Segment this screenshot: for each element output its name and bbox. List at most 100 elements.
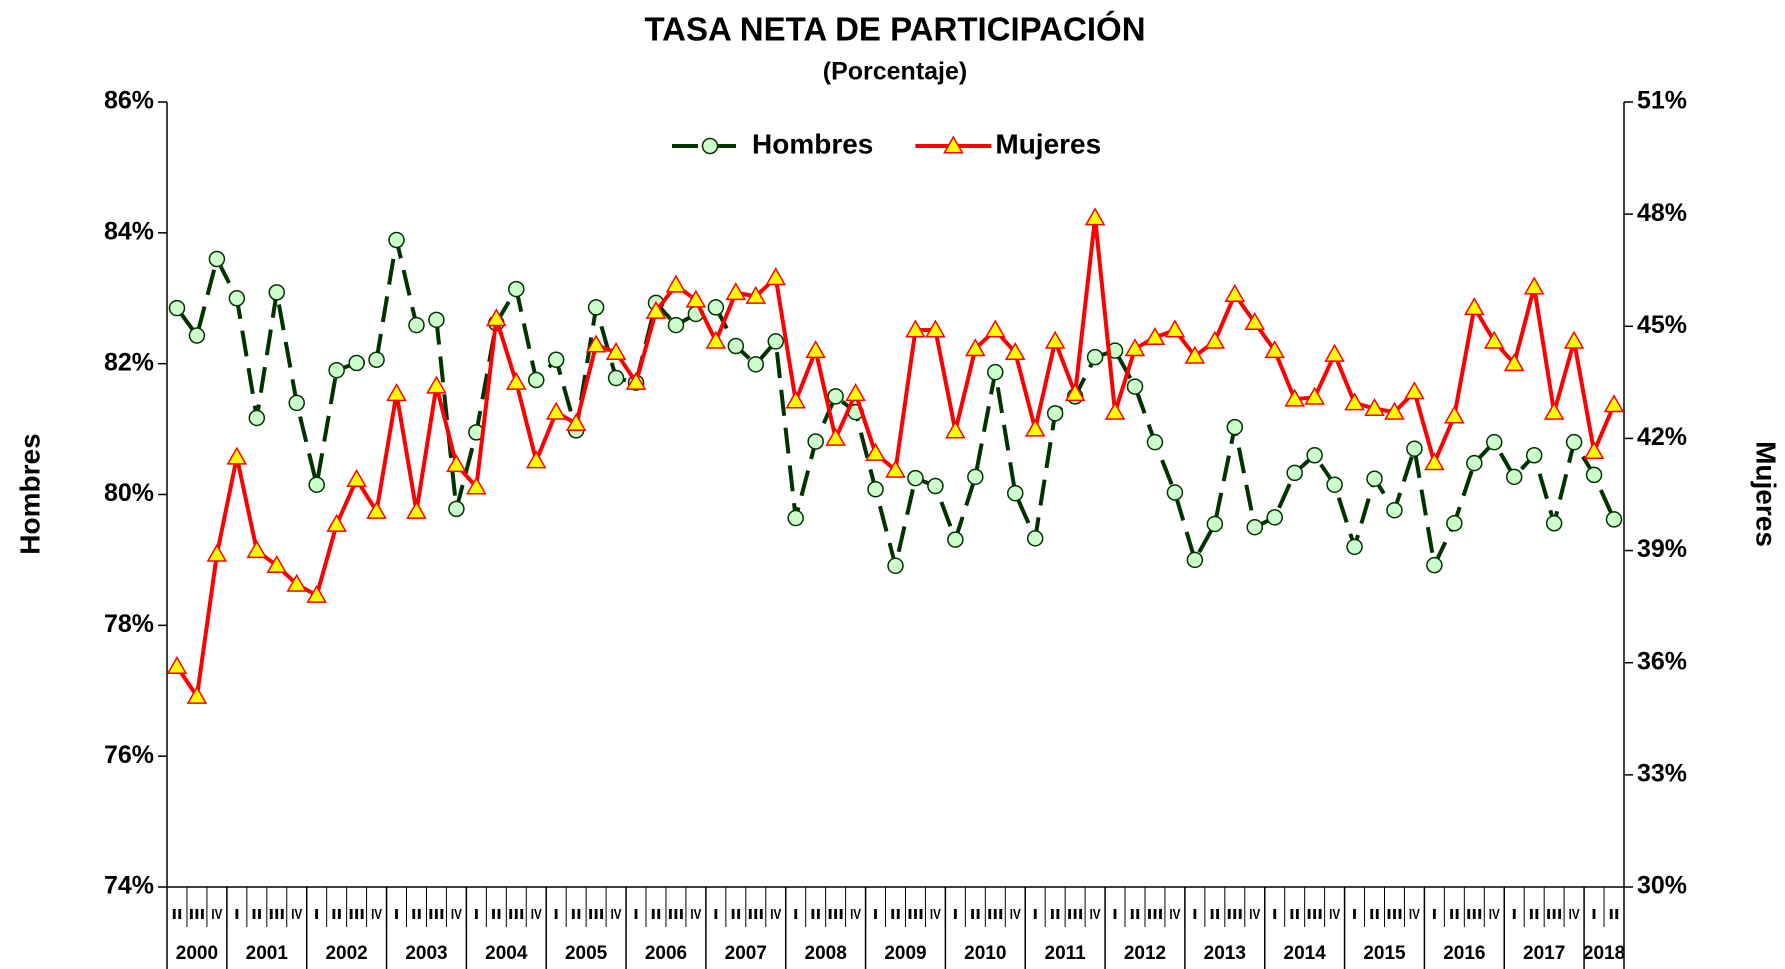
data-point [805, 340, 826, 359]
data-point [368, 351, 385, 368]
y-tick-label: 80% [104, 479, 154, 507]
data-point [1426, 556, 1443, 574]
data-point [428, 311, 445, 329]
data-point [747, 356, 765, 373]
data-point [545, 401, 567, 420]
data-point [466, 476, 487, 495]
year-label: 2011 [1045, 943, 1087, 964]
year-label: 2007 [725, 943, 767, 964]
y2-tick-label: 48% [1637, 199, 1687, 227]
data-point [845, 383, 866, 402]
x-tick-label: II [1209, 906, 1220, 923]
x-tick-label: I [1272, 906, 1278, 923]
data-point [1324, 343, 1345, 362]
data-point [785, 390, 806, 409]
x-tick-label: II [1369, 906, 1380, 923]
data-point [346, 469, 367, 488]
data-point [905, 319, 926, 338]
y2-tick-label: 51% [1637, 87, 1687, 115]
data-point [1007, 484, 1024, 502]
data-point [547, 351, 565, 368]
y2-tick-label: 42% [1637, 423, 1687, 451]
data-point [1184, 345, 1206, 364]
x-tick-label: IV [1489, 906, 1500, 923]
x-tick-label: III [269, 906, 286, 923]
data-point [1144, 326, 1166, 345]
x-tick-label: II [1050, 906, 1061, 923]
x-tick-label: IV [930, 906, 941, 923]
y2-tick-label: 45% [1637, 311, 1687, 339]
data-point [1366, 470, 1383, 488]
year-label: 2002 [325, 943, 367, 964]
data-point [386, 383, 407, 402]
data-point [1444, 405, 1465, 424]
data-point [885, 459, 906, 478]
data-point [1384, 401, 1405, 420]
data-point [1086, 348, 1104, 366]
data-point [667, 316, 685, 334]
x-tick-label: I [553, 906, 559, 923]
data-point [306, 584, 327, 603]
data-point [825, 427, 846, 446]
x-tick-label: IV [1569, 906, 1580, 923]
data-point [867, 481, 884, 498]
x-tick-label: I [314, 906, 320, 923]
data-point [1583, 441, 1605, 460]
data-point [1565, 433, 1583, 451]
data-point [1304, 386, 1325, 405]
x-tick-label: II [810, 906, 821, 923]
year-label: 2000 [176, 943, 218, 964]
data-point [168, 299, 186, 317]
x-tick-label: III [348, 906, 365, 923]
data-point [1064, 383, 1086, 402]
data-point [787, 509, 804, 527]
data-point [446, 454, 467, 473]
data-point [1104, 401, 1126, 420]
data-point [1424, 452, 1445, 471]
data-point [1543, 401, 1565, 420]
data-point [1364, 398, 1385, 417]
data-point [1246, 518, 1264, 536]
year-label: 2016 [1443, 943, 1485, 964]
year-label: 2014 [1284, 943, 1327, 964]
data-point [1346, 538, 1363, 556]
x-tick-label: III [827, 906, 844, 923]
data-point [707, 299, 725, 316]
x-tick-label: IV [1010, 906, 1021, 923]
data-point [426, 375, 447, 394]
x-tick-label: III [508, 906, 525, 923]
y2-tick-label: 36% [1637, 647, 1687, 675]
data-point [1204, 330, 1226, 349]
data-point [765, 267, 787, 286]
data-point [767, 333, 784, 350]
data-point [505, 371, 527, 390]
year-label: 2009 [884, 943, 926, 964]
data-point [1306, 447, 1323, 464]
x-tick-label: II [1449, 906, 1460, 923]
data-point [1166, 484, 1184, 501]
x-tick-label: II [890, 906, 901, 923]
data-point [1044, 330, 1066, 349]
x-tick-label: II [730, 906, 741, 923]
chart-subtitle: (Porcentaje) [823, 58, 967, 86]
x-tick-label: I [1352, 906, 1358, 923]
x-tick-label: I [633, 906, 639, 923]
data-point [925, 319, 946, 338]
x-tick-label: III [1306, 906, 1323, 923]
data-point [887, 557, 904, 575]
data-point [587, 299, 605, 316]
x-tick-label: I [394, 906, 400, 923]
data-point [1026, 530, 1044, 547]
data-point [328, 361, 345, 379]
data-point [525, 450, 547, 469]
data-point [625, 371, 647, 390]
data-point [406, 500, 427, 519]
data-point [1326, 476, 1343, 493]
x-tick-label: IV [1409, 906, 1420, 923]
x-tick-label: IV [451, 906, 462, 923]
x-tick-label: III [428, 906, 445, 923]
data-point [188, 327, 206, 344]
x-tick-label: III [748, 906, 765, 923]
x-tick-label: II [491, 906, 502, 923]
x-tick-label: III [1466, 906, 1483, 923]
